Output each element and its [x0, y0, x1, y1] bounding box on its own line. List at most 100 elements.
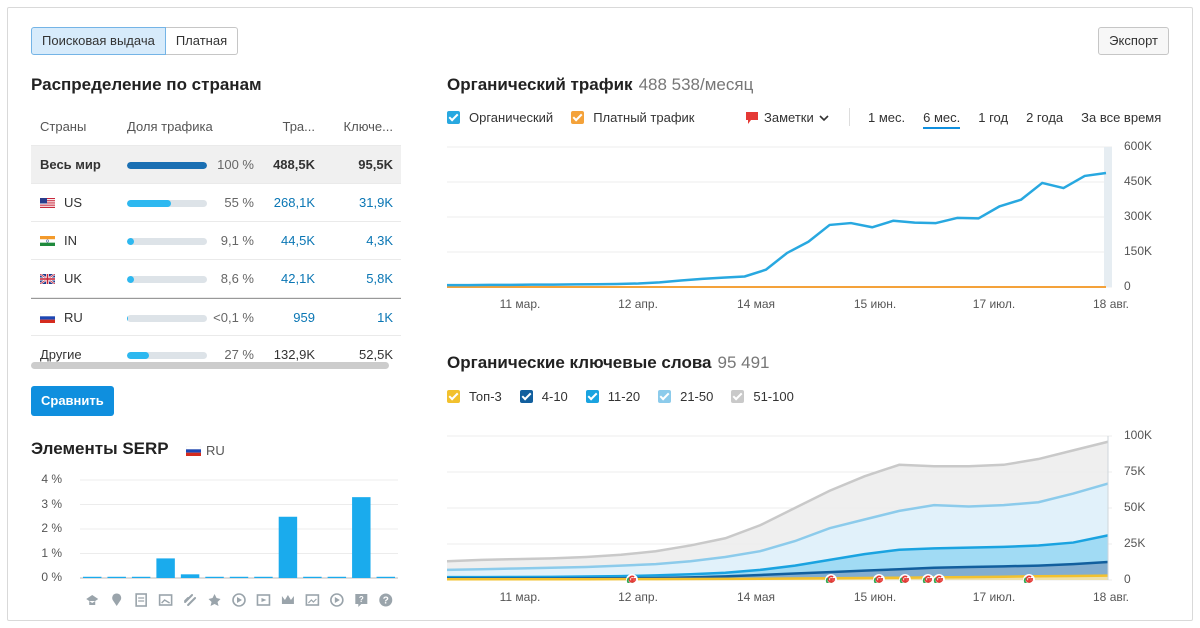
legend-paid[interactable]: Платный трафик — [571, 110, 694, 125]
organic-traffic-line[interactable] — [447, 171, 1107, 287]
table-row[interactable]: Другие 27 % 132,9K 52,5K — [31, 336, 401, 372]
checkbox-icon[interactable] — [447, 111, 460, 124]
traffic-value: 132,9K — [273, 347, 315, 362]
traffic-value[interactable]: 268,1K — [273, 195, 315, 210]
country-name[interactable]: US — [40, 184, 82, 222]
serp-bar[interactable] — [180, 574, 200, 578]
google-update-icon[interactable] — [626, 574, 638, 583]
serp-bar[interactable] — [303, 576, 322, 578]
serp-bar[interactable] — [352, 497, 371, 578]
traffic-share-pct: <0,1 % — [213, 310, 254, 325]
traffic-legend: Органический Платный трафик — [447, 110, 712, 125]
header-keywords[interactable]: Ключе... — [343, 119, 393, 134]
serp-bar[interactable] — [205, 576, 224, 578]
serp-bar[interactable] — [107, 576, 126, 578]
keywords-line[interactable] — [447, 574, 1109, 581]
legend-item[interactable]: Топ-3 — [447, 389, 502, 404]
table-row[interactable]: Весь мир 100 % 488,5K 95,5K — [31, 146, 401, 184]
period-option[interactable]: 6 мес. — [923, 110, 961, 129]
google-update-icon[interactable] — [922, 574, 934, 583]
keywords-value: 95 491 — [717, 353, 770, 372]
table-row[interactable]: UK 8,6 % 42,1K 5,8K — [31, 260, 401, 298]
y-tick-label: 0 — [1124, 279, 1131, 293]
export-button[interactable]: Экспорт — [1098, 27, 1169, 55]
y-tick-label: 450K — [1124, 174, 1153, 188]
traffic-value[interactable]: 42,1K — [281, 271, 315, 286]
google-update-icon[interactable] — [873, 574, 885, 583]
play-icon — [232, 593, 246, 607]
keywords-value[interactable]: 31,9K — [359, 195, 393, 210]
in-flag-icon — [40, 236, 55, 246]
country-name[interactable]: UK — [40, 260, 82, 298]
serp-bar[interactable] — [327, 576, 347, 578]
keywords-line[interactable] — [447, 482, 1109, 572]
country-name[interactable]: IN — [40, 222, 77, 260]
checkbox-icon[interactable] — [447, 390, 460, 403]
keywords-value[interactable]: 4,3K — [366, 233, 393, 248]
traffic-share-fill — [127, 238, 135, 245]
table-row[interactable]: IN 9,1 % 44,5K 4,3K — [31, 222, 401, 260]
serp-bar[interactable] — [131, 576, 151, 578]
google-update-icon[interactable] — [1023, 574, 1035, 583]
country-label: RU — [64, 310, 83, 325]
keywords-legend: Топ-3 4-10 11-20 21-50 51-100 — [447, 389, 812, 404]
legend-label: 51-100 — [753, 389, 794, 404]
keywords-line[interactable] — [447, 534, 1109, 579]
checkbox-icon[interactable] — [731, 390, 745, 403]
serp-bar[interactable] — [83, 576, 102, 578]
period-option[interactable]: За все время — [1081, 110, 1162, 125]
period-option[interactable]: 1 год — [978, 110, 1009, 125]
y-tick-label: 3 % — [41, 496, 62, 511]
graduation-cap-icon — [86, 595, 99, 605]
legend-organic[interactable]: Органический — [447, 110, 553, 125]
legend-item[interactable]: 11-20 — [585, 389, 640, 404]
traffic-share-fill — [127, 315, 129, 322]
keywords-line[interactable] — [447, 440, 1109, 563]
country-label: Другие — [40, 347, 82, 362]
legend-item[interactable]: 21-50 — [658, 389, 713, 404]
checkbox-icon[interactable] — [585, 390, 599, 403]
table-row[interactable]: US 55 % 268,1K 31,9K — [31, 184, 401, 222]
image-icon — [158, 594, 173, 606]
serp-bar[interactable] — [156, 558, 175, 578]
google-update-icon[interactable] — [933, 574, 945, 583]
countries-table: Страны Доля трафика Тра... Ключе... Весь… — [31, 108, 401, 372]
traffic-value: 488 538 — [638, 75, 701, 94]
period-option[interactable]: 2 года — [1026, 110, 1064, 125]
checkbox-icon[interactable] — [658, 390, 672, 403]
x-tick-label: 14 мая — [736, 297, 776, 311]
traffic-share-bar — [127, 276, 207, 283]
traffic-value[interactable]: 44,5K — [281, 233, 315, 248]
tab-paid[interactable]: Платная — [165, 27, 239, 55]
header-traffic[interactable]: Тра... — [282, 119, 315, 134]
serp-bar[interactable] — [229, 576, 249, 578]
legend-item[interactable]: 4-10 — [519, 389, 568, 404]
play-circle-icon — [330, 593, 344, 607]
table-scrollbar[interactable] — [31, 362, 389, 369]
tab-organic[interactable]: Поисковая выдача — [31, 27, 166, 55]
period-option[interactable]: 1 мес. — [868, 110, 906, 125]
notes-dropdown[interactable]: Заметки — [745, 110, 829, 125]
traffic-share-fill — [127, 276, 134, 283]
x-tick-label: 15 июн. — [853, 590, 897, 604]
keywords-value[interactable]: 5,8K — [366, 271, 393, 286]
country-name[interactable]: RU — [40, 299, 83, 337]
question-icon: ? — [379, 593, 393, 607]
google-update-icon[interactable] — [825, 574, 837, 583]
compare-button[interactable]: Сравнить — [31, 386, 114, 416]
legend-item[interactable]: 51-100 — [731, 389, 794, 404]
serp-bar[interactable] — [278, 516, 298, 578]
serp-bar[interactable] — [254, 576, 273, 578]
traffic-value[interactable]: 959 — [293, 310, 315, 325]
checkbox-icon[interactable] — [571, 111, 585, 124]
legend-paid-label: Платный трафик — [593, 110, 695, 125]
traffic-share-pct: 8,6 % — [220, 271, 254, 286]
x-tick-label: 15 июн. — [853, 297, 897, 311]
current-period-shade — [1104, 147, 1112, 287]
country-label: IN — [64, 233, 77, 248]
serp-bar[interactable] — [376, 576, 395, 578]
table-row[interactable]: RU <0,1 % 959 1K — [31, 298, 401, 336]
google-update-icon[interactable] — [899, 574, 911, 583]
keywords-value[interactable]: 1K — [377, 310, 393, 325]
checkbox-icon[interactable] — [519, 390, 533, 403]
